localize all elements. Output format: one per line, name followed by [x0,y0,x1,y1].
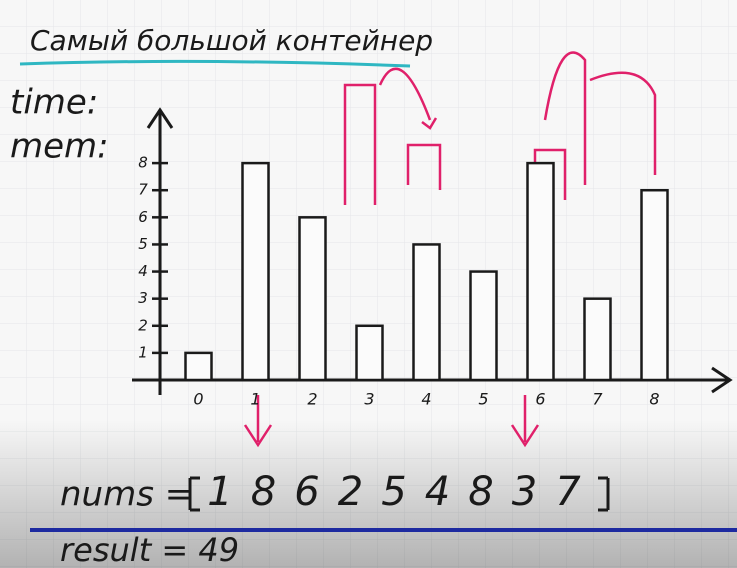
x-tick-label: 8 [649,390,659,409]
x-tick-label: 4 [421,390,431,409]
bar [526,161,555,382]
y-tick-label: 7 [138,181,148,199]
x-tick-label: 3 [364,390,374,409]
x-tick-label: 7 [592,390,603,409]
bar [241,161,270,382]
nums-value: 5 [381,469,406,515]
bar [469,270,498,382]
y-tick-label: 2 [138,316,148,334]
nums-value: 3 [512,469,537,515]
nums-value: 8 [251,469,276,515]
x-tick-label: 0 [193,390,203,409]
nums-value: 7 [555,469,581,515]
nums-value: 6 [294,469,319,515]
nums-value: 2 [338,469,363,515]
nums-value: 8 [468,469,493,515]
bar [583,297,612,382]
x-tick-label: 2 [307,390,317,409]
y-tick-label: 6 [138,208,148,226]
x-tick-label: 6 [535,390,545,409]
mem-label: mem: [10,127,109,167]
title-underline [19,59,411,68]
y-tick-label: 5 [138,235,148,253]
brackets [188,476,610,512]
bar [640,188,669,382]
chart-title: Самый большой контейнер [30,24,433,57]
bar [184,351,213,382]
x-tick-label: 1 [250,390,260,409]
x-tick-label: 5 [478,390,488,409]
y-tick-label: 3 [138,289,148,307]
bar [355,324,384,382]
y-tick-label: 8 [138,154,148,172]
y-tick-label: 4 [138,262,148,280]
y-tick-label: 1 [138,343,148,361]
bar [298,216,327,382]
video-shade [0,420,737,568]
nums-value: 1 [207,469,232,515]
result-label: result = 49 [60,531,239,568]
nums-label: nums = [60,475,193,515]
nums-value: 4 [425,469,450,515]
time-label: time: [10,83,98,123]
bar [412,243,441,382]
